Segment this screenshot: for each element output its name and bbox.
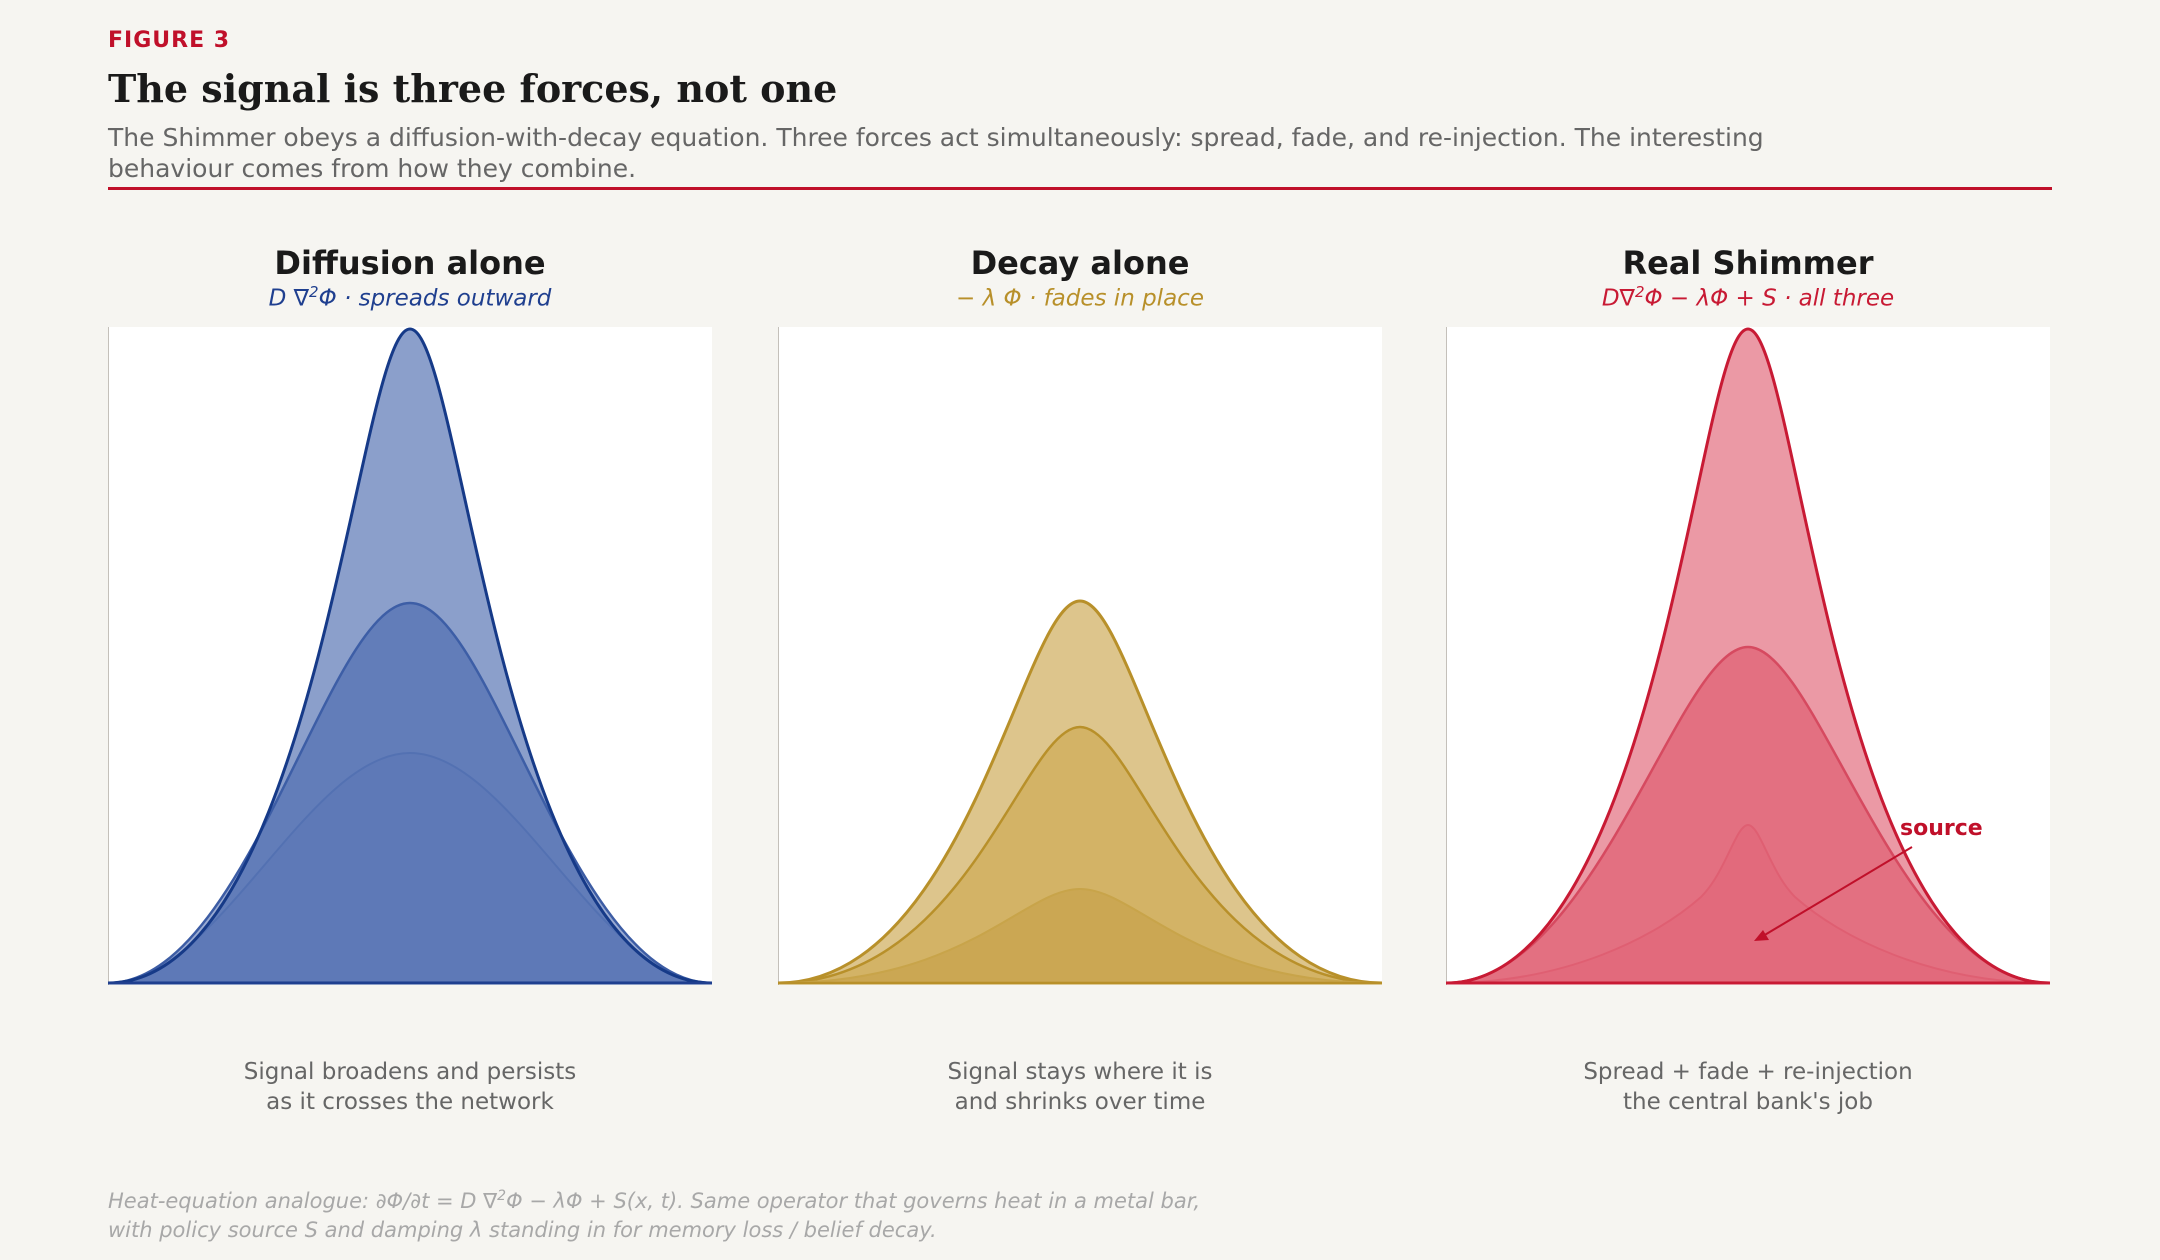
figure-label: FIGURE 3: [108, 28, 231, 53]
diffusion-curve-initial: [108, 327, 712, 985]
source-arrowhead: [1754, 930, 1769, 941]
panel-equation-decay: − λ Φ · fades in place: [956, 285, 1204, 312]
source-arrow: [1757, 846, 1913, 940]
panel-title-decay: Decay alone: [970, 244, 1190, 282]
shimmer-curve-initial: [1446, 327, 2050, 985]
decay-curve-late: [778, 887, 1382, 984]
figure-subtitle: The Shimmer obeys a diffusion-with-decay…: [108, 123, 1764, 183]
panel-caption-diffusion: Signal broadens and persists as it crosse…: [243, 1059, 577, 1115]
panel-title-diffusion: Diffusion alone: [274, 244, 546, 282]
decay-curve-mid: [778, 725, 1382, 985]
panel-caption-real-shimmer: Spread + fade + re-injection the central …: [1583, 1059, 1913, 1115]
source-annotation: source: [1900, 816, 1983, 841]
panel-caption-decay: Signal stays where it is and shrinks over…: [947, 1059, 1213, 1115]
panel-title-real-shimmer: Real Shimmer: [1622, 244, 1874, 282]
panel-equation-real-shimmer: D∇2Φ − λΦ + S · all three: [1601, 283, 1895, 312]
footnote: Heat-equation analogue: ∂Φ/∂t = D ∇2Φ − …: [108, 1188, 1201, 1242]
diffusion-plot: [108, 327, 712, 985]
panel-equation-diffusion: D ∇2Φ · spreads outward: [268, 283, 552, 312]
header-rule: [108, 187, 2052, 190]
real-shimmer-plot: source: [1446, 327, 2050, 985]
decay-plot: [778, 327, 1382, 985]
figure-title: The signal is three forces, not one: [108, 66, 838, 111]
